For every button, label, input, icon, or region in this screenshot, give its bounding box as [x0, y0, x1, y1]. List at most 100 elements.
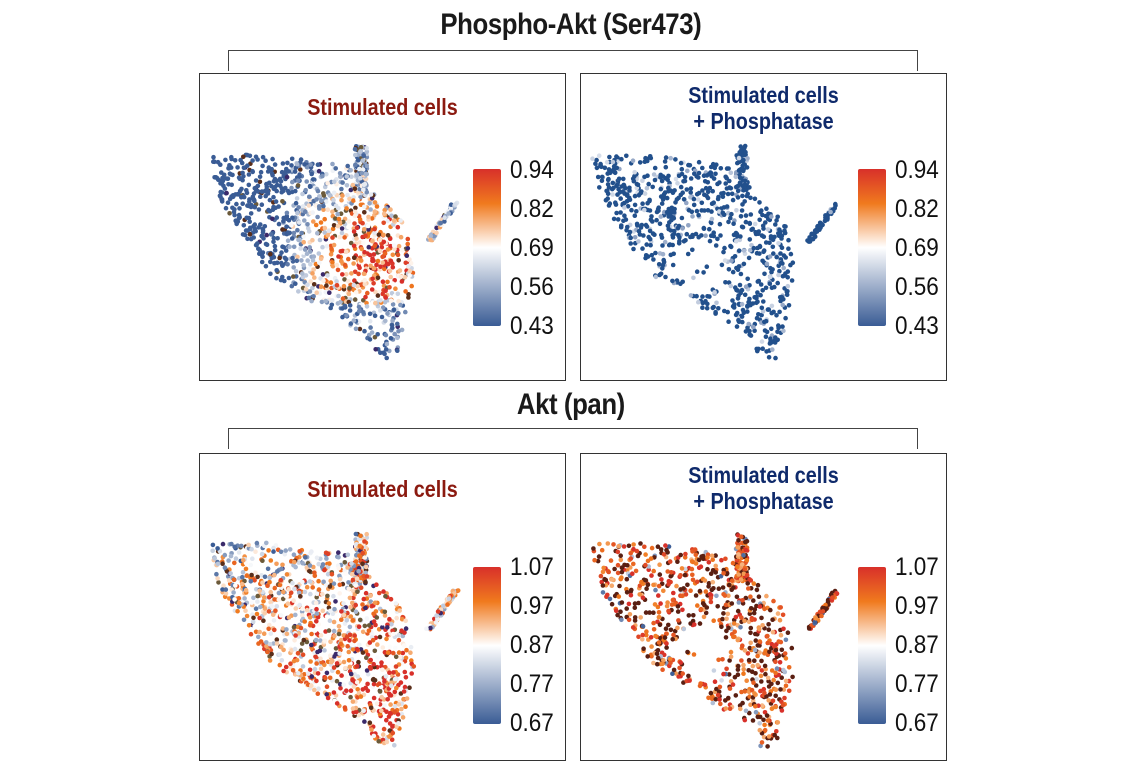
cell-point: [774, 729, 779, 734]
cell-point: [388, 207, 393, 212]
cell-point: [704, 305, 710, 311]
cell-point: [348, 240, 354, 246]
cell-point: [597, 541, 602, 547]
cell-point: [352, 221, 357, 226]
cell-point: [311, 282, 317, 287]
cell-point: [748, 625, 754, 631]
cell-point: [280, 161, 286, 166]
cell-point: [616, 594, 622, 599]
cell-point: [337, 171, 343, 176]
cell-point: [330, 209, 335, 215]
cell-point: [770, 617, 775, 622]
cell-point: [293, 606, 299, 611]
cell-point: [365, 223, 371, 229]
cell-point: [304, 607, 310, 613]
cell-point: [782, 651, 788, 656]
cell-point: [318, 656, 323, 661]
cell-point: [731, 585, 736, 590]
cell-point: [366, 628, 372, 633]
cell-point: [758, 688, 763, 694]
cell-point: [284, 224, 289, 229]
cell-point: [274, 604, 280, 609]
cell-point: [346, 649, 352, 655]
cell-point: [374, 582, 379, 587]
cell-point: [757, 243, 763, 249]
cell-point: [707, 591, 713, 597]
cell-point: [396, 632, 402, 638]
cell-point: [376, 232, 382, 237]
cell-point: [736, 318, 741, 323]
cell-point: [649, 573, 654, 578]
cell-point: [341, 682, 346, 688]
cell-point: [747, 237, 753, 242]
cell-point: [668, 210, 674, 215]
cell-point: [671, 632, 676, 638]
cell-point: [673, 157, 678, 162]
cell-point: [314, 591, 320, 597]
cell-point: [286, 615, 292, 620]
cell-point: [343, 674, 349, 679]
scatter-plot: [590, 143, 838, 361]
cell-point: [371, 265, 377, 271]
cell-point: [285, 188, 291, 194]
cell-point: [743, 708, 749, 714]
cell-point: [383, 318, 388, 324]
cell-point: [758, 673, 764, 679]
cell-point: [253, 178, 259, 183]
cell-point: [270, 156, 275, 162]
cell-point: [789, 278, 795, 283]
cell-point: [347, 286, 352, 291]
cell-point: [730, 682, 736, 687]
cell-point: [374, 262, 379, 268]
cell-point: [638, 615, 643, 620]
cell-point: [364, 163, 370, 169]
cell-point: [355, 157, 361, 163]
cell-point: [265, 566, 271, 572]
cell-point: [318, 220, 324, 225]
cell-point: [290, 255, 295, 261]
cell-point: [257, 588, 262, 593]
cell-point: [300, 613, 305, 618]
cell-point: [306, 203, 312, 208]
cell-point: [685, 168, 690, 174]
cell-point: [636, 193, 642, 198]
cell-point: [400, 247, 405, 253]
panel-title-line1: Stimulated cells: [688, 82, 839, 108]
cell-point: [666, 581, 671, 587]
cell-point: [453, 202, 458, 207]
cell-point: [664, 603, 670, 609]
cell-point: [720, 616, 725, 622]
cell-point: [396, 637, 402, 643]
cell-point: [620, 201, 626, 207]
cell-point: [363, 171, 368, 177]
cell-point: [750, 698, 756, 703]
cell-point: [661, 658, 666, 663]
cell-point: [644, 586, 649, 591]
cell-point: [261, 236, 266, 241]
cell-point: [330, 226, 336, 232]
cell-point: [638, 225, 644, 230]
cell-point: [392, 331, 397, 337]
cell-point: [754, 315, 760, 321]
cell-point: [271, 641, 276, 646]
cell-point: [776, 241, 781, 246]
cell-point: [687, 678, 692, 683]
cell-point: [316, 251, 322, 256]
cell-point: [659, 577, 664, 582]
cell-point: [777, 295, 783, 300]
cell-point: [708, 599, 714, 605]
cell-point: [657, 221, 663, 227]
cell-point: [297, 174, 302, 179]
cell-point: [300, 664, 306, 669]
cell-point: [283, 256, 289, 262]
cell-point: [305, 222, 310, 227]
cell-point: [696, 159, 702, 165]
cell-point: [379, 663, 384, 669]
cell-point: [721, 611, 726, 616]
cell-point: [391, 218, 397, 223]
cell-point: [645, 158, 650, 164]
cell-point: [619, 575, 624, 580]
cell-point: [424, 626, 429, 632]
cell-point: [652, 177, 658, 183]
cell-point: [272, 184, 278, 190]
